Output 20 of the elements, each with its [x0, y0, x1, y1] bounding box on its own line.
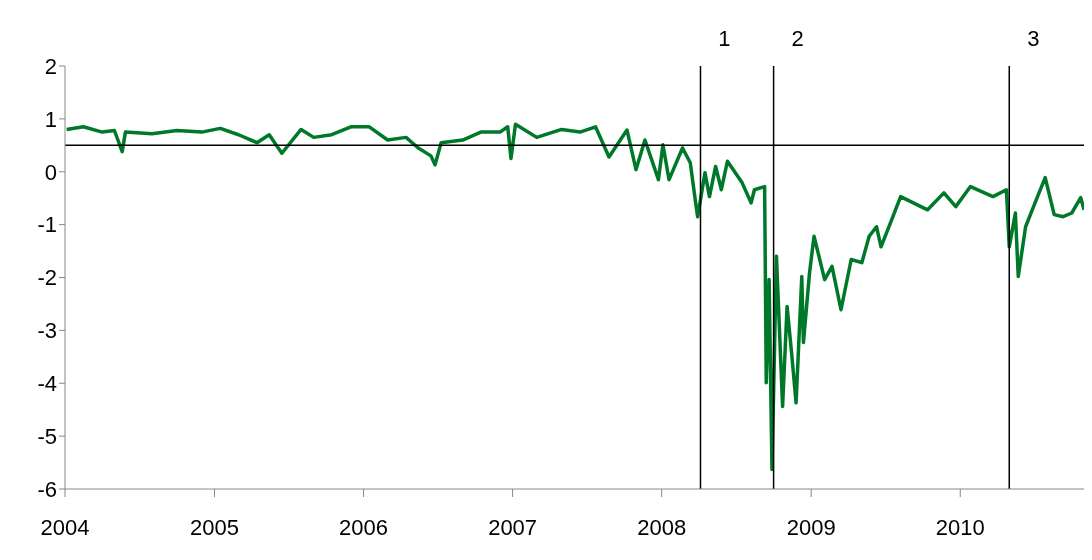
line-series	[65, 122, 1084, 472]
x-tick-label: 2005	[190, 514, 239, 540]
y-tick-label: -4	[37, 371, 57, 397]
y-tick-label: -5	[37, 423, 57, 449]
ref-line-label: 1	[718, 26, 731, 51]
y-tick-label: 1	[44, 106, 57, 132]
y-tick-label: -2	[37, 265, 57, 291]
ref-line-label: 2	[791, 26, 804, 51]
x-tick-label: 2004	[40, 514, 90, 540]
y-tick-label: -6	[37, 476, 57, 502]
x-tick-label: 2010	[935, 514, 985, 540]
y-tick-label: -1	[37, 212, 57, 238]
x-tick-label: 2006	[339, 514, 389, 540]
y-tick-label: 0	[44, 159, 57, 185]
x-tick-label: 2007	[488, 514, 538, 540]
x-tick-label: 2008	[637, 514, 687, 540]
x-tick-label: 2009	[786, 514, 836, 540]
y-tick-label: -3	[37, 318, 57, 344]
ref-line-label: 3	[1027, 26, 1040, 51]
y-tick-label: 2	[44, 53, 57, 79]
